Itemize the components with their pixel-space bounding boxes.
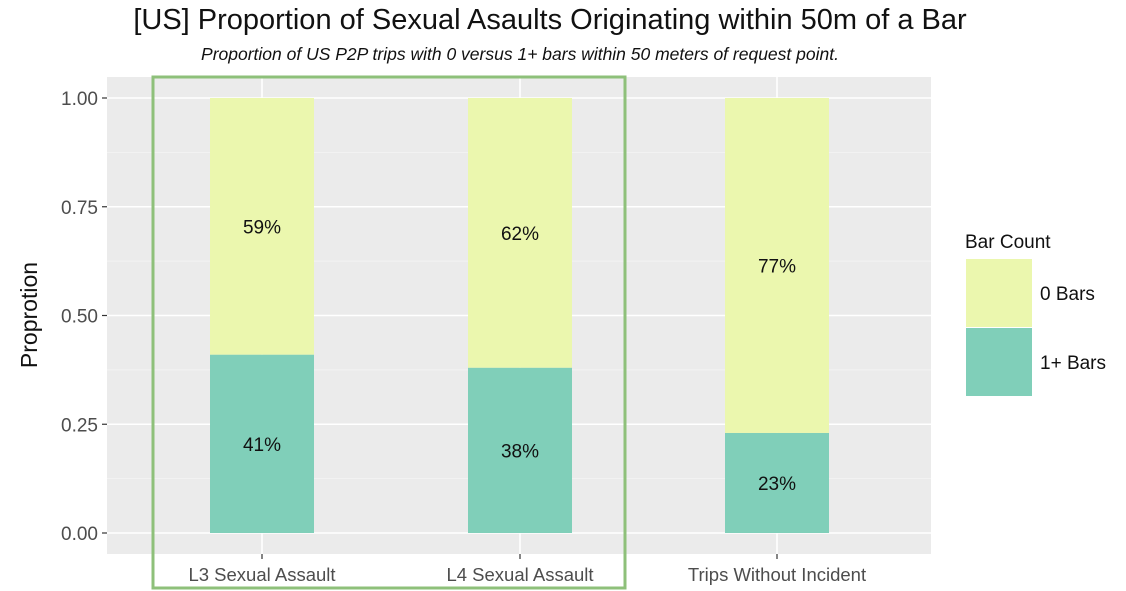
y-tick-label: 0.50: [61, 307, 98, 328]
bar-0-bars-3: [725, 98, 829, 433]
legend-title: Bar Count: [965, 232, 1051, 253]
y-tick-label: 0.25: [61, 415, 98, 436]
y-tick-label: 1.00: [61, 89, 98, 110]
y-tick-label: 0.75: [61, 198, 98, 219]
highlight-box: [151, 75, 627, 590]
legend-key: [966, 328, 1032, 396]
bar-1plus-bars-3: [725, 432, 829, 533]
legend: Bar Count 0 Bars 1+ Bars: [965, 232, 1106, 396]
data-label: 62%: [501, 224, 539, 245]
data-label: 77%: [758, 256, 796, 277]
data-label: 41%: [243, 435, 281, 456]
data-label: 59%: [243, 217, 281, 238]
data-label: 23%: [758, 474, 796, 495]
bars: [210, 98, 829, 533]
data-labels: 41% 59% 38% 62% 23% 77%: [243, 217, 796, 495]
x-tick-label: L3 Sexual Assault: [188, 564, 335, 585]
legend-key: [966, 259, 1032, 327]
x-axis: L3 Sexual Assault L4 Sexual Assault Trips …: [188, 554, 866, 585]
x-tick-label: Trips Without Incident: [688, 564, 866, 585]
bar-0-bars-1: [210, 98, 314, 355]
bar-1plus-bars-2: [468, 367, 572, 533]
legend-label: 1+ Bars: [1040, 353, 1106, 374]
chart-title: [US] Proportion of Sexual Asaults Origin…: [133, 4, 967, 36]
bar-0-bars-2: [468, 98, 572, 368]
chart-subtitle: Proportion of US P2P trips with 0 versus…: [201, 44, 839, 64]
y-axis: 0.00 0.25 0.50 0.75 1.00: [61, 89, 107, 545]
legend-label: 0 Bars: [1040, 284, 1095, 305]
bar-1plus-bars-1: [210, 354, 314, 533]
x-tick-label: L4 Sexual Assault: [446, 564, 593, 585]
data-label: 38%: [501, 441, 539, 462]
y-axis-title: Proprotion: [16, 262, 42, 368]
y-tick-label: 0.00: [61, 524, 98, 545]
